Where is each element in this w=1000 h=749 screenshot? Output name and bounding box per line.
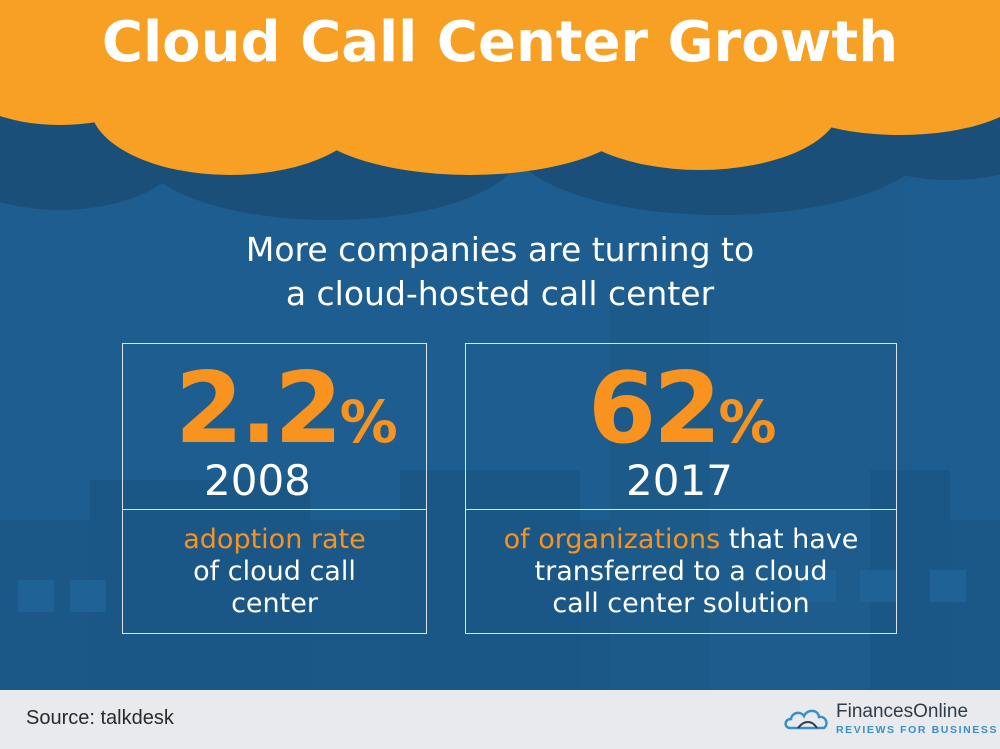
page-title: Cloud Call Center Growth <box>101 10 899 75</box>
stat-highlight: adoption rate <box>183 524 366 555</box>
stat-desc-line: of cloud call <box>193 556 356 587</box>
brand-tagline: REVIEWS FOR BUSINESS <box>836 724 999 736</box>
card-divider <box>466 509 896 510</box>
stat-card-2017 <box>465 343 897 634</box>
stat-highlight: of organizations <box>503 524 721 555</box>
cloud-banner <box>0 0 1000 175</box>
subtitle: More companies are turning to a cloud-ho… <box>0 228 1000 316</box>
brand-name: FinancesOnline <box>836 701 969 722</box>
stat-desc-line: call center solution <box>552 588 810 619</box>
stat-description-2017: of organizations that have transferred t… <box>465 524 897 620</box>
stat-year-2008: 2008 <box>204 456 311 505</box>
brand-logo[interactable]: FinancesOnline REVIEWS FOR BUSINESS <box>776 699 999 741</box>
stat-unit: % <box>718 388 777 456</box>
stat-card-2008 <box>122 343 427 634</box>
stat-number: 62 <box>588 352 721 466</box>
stat-desc-text: that have <box>720 524 859 555</box>
stat-value-2008: 2.2% <box>175 352 398 466</box>
stat-desc-line: transferred to a cloud <box>534 556 828 587</box>
stat-value-2017: 62% <box>588 352 777 466</box>
source-credit: Source: talkdesk <box>26 707 174 729</box>
subtitle-line-2: a cloud-hosted call center <box>285 274 715 313</box>
footer: Source: talkdesk FinancesOnline REVIEWS … <box>0 690 1000 749</box>
cloud-logo-icon <box>784 709 828 730</box>
card-divider <box>123 509 426 510</box>
stat-unit: % <box>339 388 398 456</box>
stat-description-2008: adoption rate of cloud call center <box>122 524 427 620</box>
stat-desc-line: center <box>231 588 318 619</box>
stat-year-2017: 2017 <box>626 456 733 505</box>
stat-number: 2.2 <box>175 352 343 466</box>
subtitle-line-1: More companies are turning to <box>245 230 755 269</box>
